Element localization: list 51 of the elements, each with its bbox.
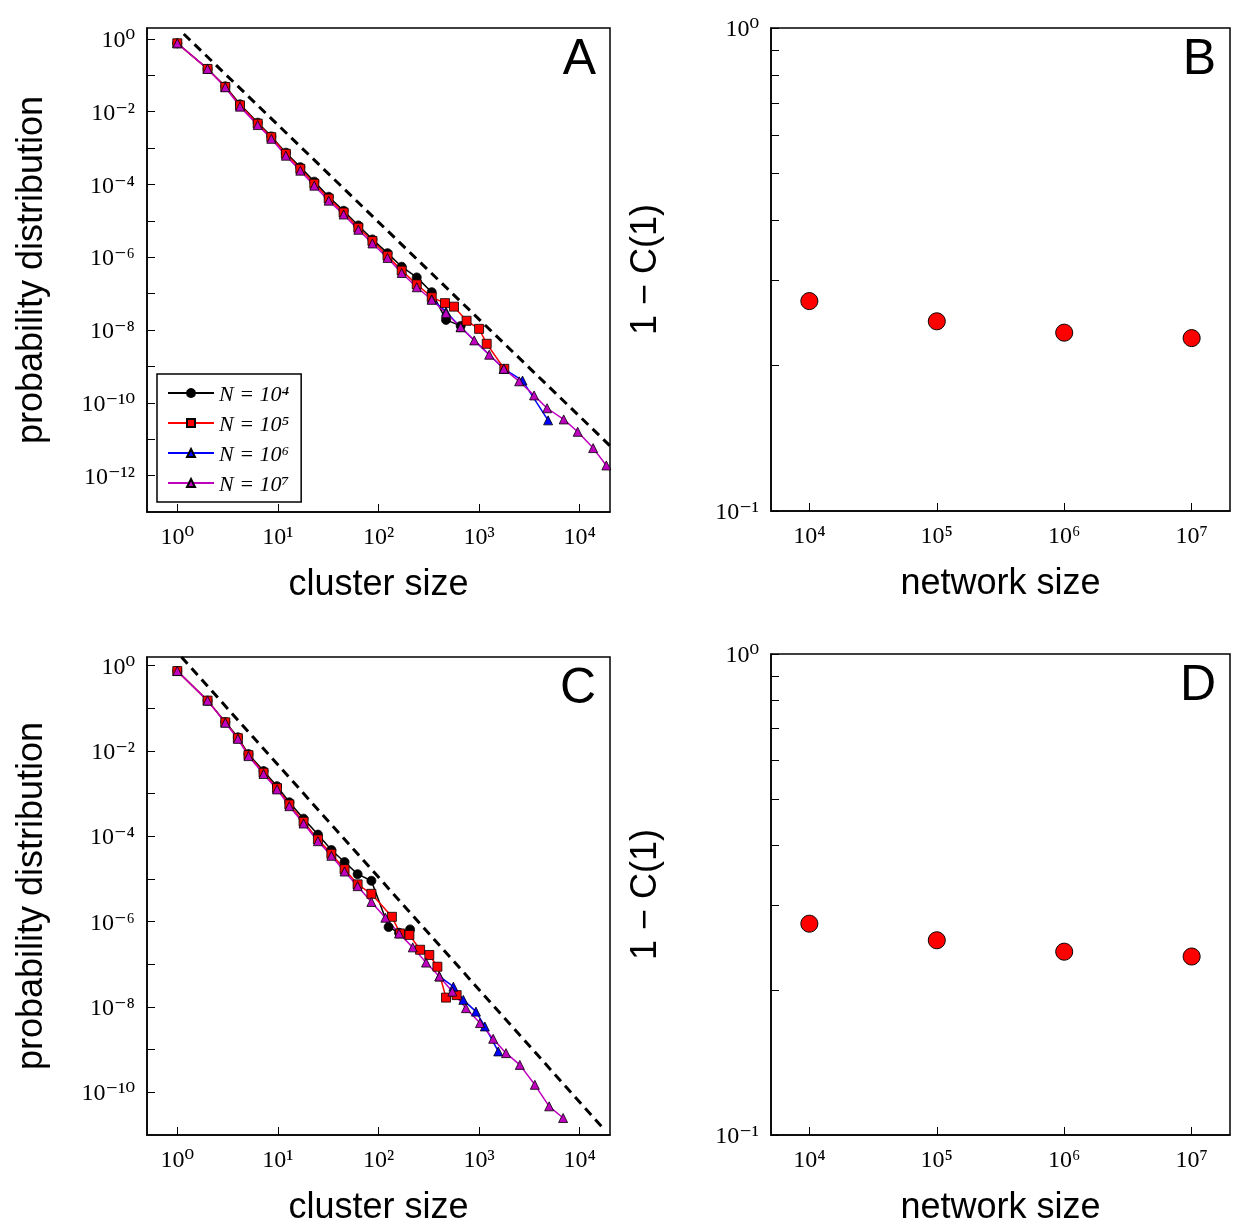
x-tick-label: 10³	[463, 1146, 495, 1172]
x-axis-title: cluster size	[288, 1184, 469, 1226]
x-tick-label: 10⁷	[1175, 1146, 1208, 1172]
x-tick-label: 10⁷	[1175, 522, 1208, 548]
annotation: C	[559, 658, 596, 714]
y-tick-label: 10⁰	[725, 15, 759, 41]
x-tick-label: 10⁴	[563, 1146, 596, 1172]
y-tick-label: 10⁻⁶	[89, 244, 135, 271]
x-axis-title: network size	[900, 1184, 1101, 1226]
x-tick-label: 10⁵	[920, 522, 953, 548]
x-axis-title: network size	[900, 560, 1101, 602]
x-tick-label: 10⁰	[160, 523, 195, 549]
y-tick-label: 10⁻²	[91, 738, 135, 765]
annotation: A	[562, 29, 597, 85]
x-tick-label: 10¹	[262, 523, 294, 549]
x-tick-label: 10⁰	[160, 1146, 195, 1172]
annotation: D	[1179, 655, 1216, 711]
y-axis-title: probability distribution	[8, 721, 50, 1071]
legend-label: N = 10⁴	[218, 380, 290, 406]
y-tick-label: 10⁰	[101, 652, 135, 679]
x-tick-label: 10⁶	[1048, 1146, 1081, 1172]
y-tick-label: 10⁻⁸	[89, 994, 135, 1021]
x-tick-label: 10⁴	[563, 523, 596, 549]
annotation: B	[1182, 29, 1217, 85]
y-axis-title: 1 − C(1)	[622, 828, 664, 961]
y-tick-label: 10⁻¹⁰	[81, 389, 135, 416]
x-tick-label: 10⁵	[920, 1146, 953, 1172]
y-tick-label: 10⁻²	[91, 98, 135, 125]
y-tick-label: 10⁻¹⁰	[81, 1079, 135, 1106]
x-tick-label: 10⁶	[1048, 522, 1081, 548]
y-axis-title: probability distribution	[8, 95, 50, 445]
y-tick-label: 10⁰	[725, 641, 759, 667]
y-tick-label: 10⁻¹	[715, 498, 759, 524]
x-tick-label: 10²	[362, 1146, 395, 1172]
y-tick-label: 10⁻¹²	[83, 462, 135, 489]
x-tick-label: 10¹	[262, 1146, 294, 1172]
legend-label: N = 10⁵	[218, 410, 290, 436]
y-tick-label: 10⁻¹	[715, 1122, 759, 1148]
y-tick-label: 10⁻⁸	[89, 317, 135, 344]
y-axis-title: 1 − C(1)	[622, 203, 664, 336]
y-tick-label: 10⁰	[101, 25, 135, 52]
x-tick-label: 10²	[362, 523, 395, 549]
x-tick-label: 10³	[463, 523, 495, 549]
legend-label: N = 10⁶	[218, 440, 290, 466]
legend-label: N = 10⁷	[218, 470, 290, 496]
x-tick-label: 10⁴	[793, 522, 826, 548]
x-tick-label: 10⁴	[793, 1146, 826, 1172]
y-tick-label: 10⁻⁴	[89, 171, 135, 198]
y-tick-label: 10⁻⁴	[89, 823, 135, 850]
x-axis-title: cluster size	[288, 561, 469, 603]
y-tick-label: 10⁻⁶	[89, 908, 135, 935]
